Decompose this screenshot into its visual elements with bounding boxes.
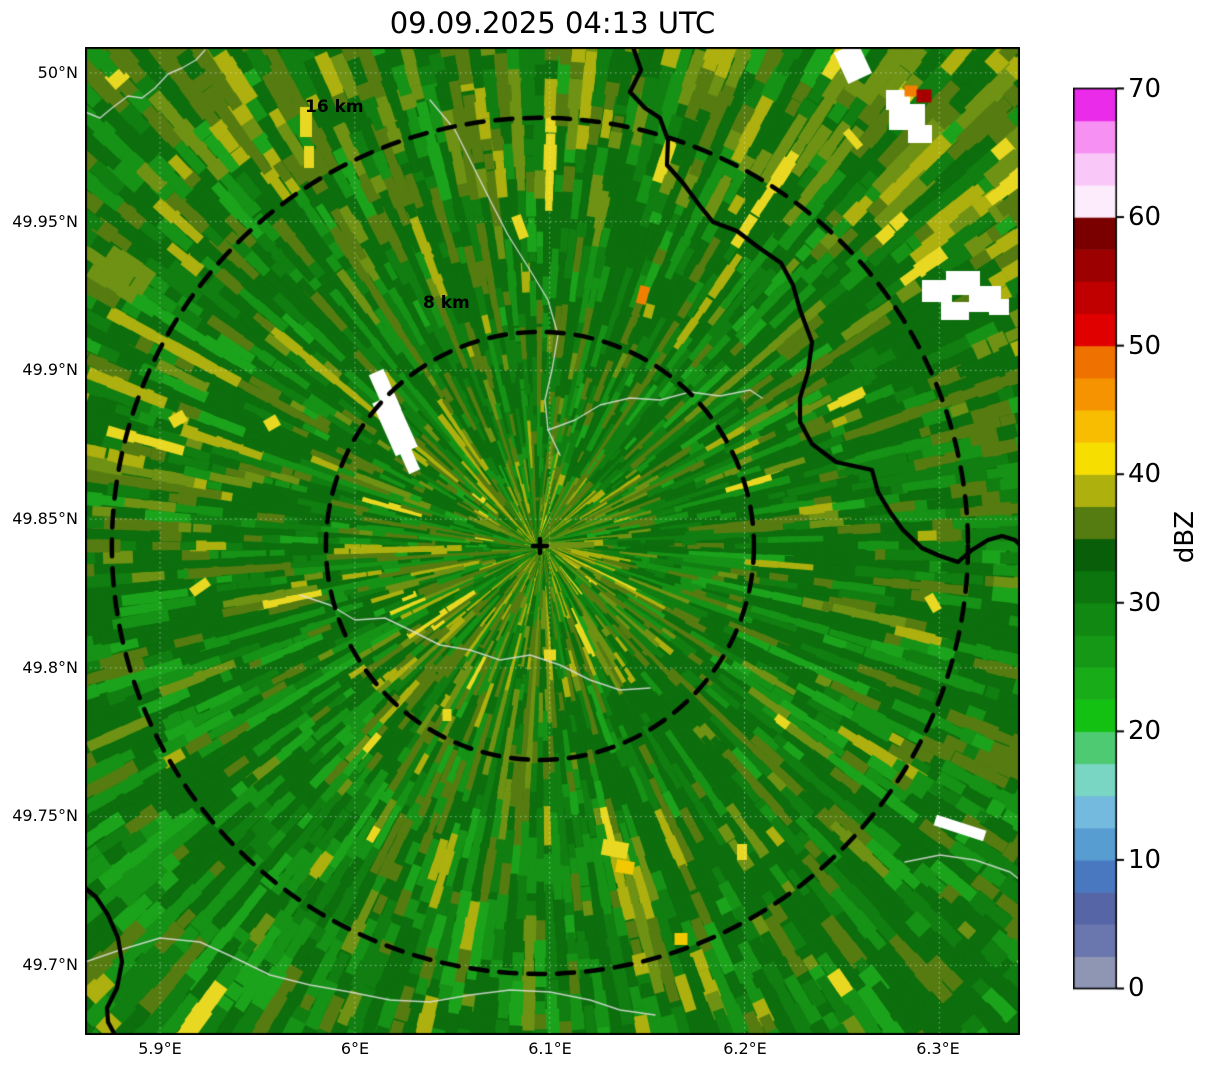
colorbar-tick-label: 60 — [1128, 202, 1162, 232]
colorbar-axis-label: dBZ — [1170, 510, 1200, 564]
y-tick-label: 49.85°N — [12, 509, 78, 528]
chart-title: 09.09.2025 04:13 UTC — [389, 6, 716, 40]
y-tick-label: 49.8°N — [22, 658, 78, 677]
x-tick-label: 6.3°E — [916, 1039, 960, 1058]
x-tick-label: 5.9°E — [138, 1039, 182, 1058]
colorbar-tick-label: 20 — [1128, 716, 1162, 746]
colorbar-tick-label: 10 — [1128, 845, 1162, 875]
y-tick-label: 50°N — [37, 63, 78, 82]
y-tick-label: 49.9°N — [22, 360, 78, 379]
range-ring-label-16km: 16 km — [305, 97, 364, 117]
colorbar-tick-label: 40 — [1128, 459, 1162, 489]
range-ring-label-8km: 8 km — [423, 293, 470, 313]
y-tick-label: 49.7°N — [22, 955, 78, 974]
colorbar-tick-label: 70 — [1128, 74, 1162, 104]
colorbar-tick-label: 30 — [1128, 588, 1162, 618]
colorbar — [1073, 87, 1127, 993]
x-tick-label: 6.1°E — [528, 1039, 572, 1058]
x-tick-label: 6.2°E — [723, 1039, 767, 1058]
x-tick-label: 6°E — [340, 1039, 370, 1058]
y-tick-label: 49.95°N — [12, 212, 78, 231]
colorbar-tick-label: 50 — [1128, 331, 1162, 361]
colorbar-tick-label: 0 — [1128, 973, 1145, 1003]
radar-map-canvas — [85, 47, 1020, 1035]
y-tick-label: 49.75°N — [12, 806, 78, 825]
